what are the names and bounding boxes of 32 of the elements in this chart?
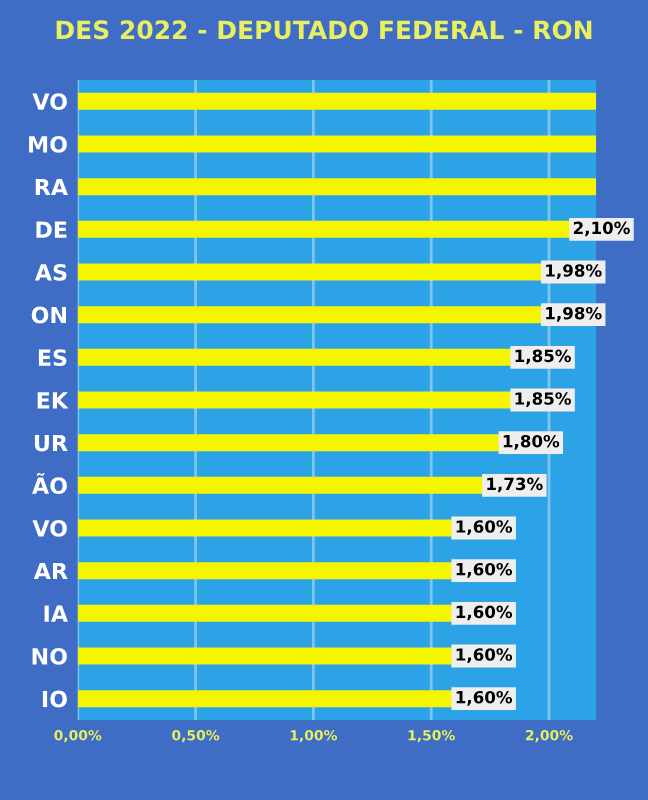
- data-label: 1,85%: [515, 349, 571, 365]
- data-label: 1,85%: [515, 392, 571, 407]
- y-tick-label: IO: [42, 690, 67, 708]
- y-tick-label: DE: [36, 221, 67, 238]
- y-tick-label: ÃO: [32, 472, 67, 495]
- y-tick-label: MO: [29, 135, 67, 153]
- chart-title: DES 2022 - DEPUTADO FEDERAL - RON: [56, 20, 592, 40]
- bar: [77, 135, 597, 153]
- y-tick-label: NO: [32, 647, 67, 665]
- y-tick-label: AR: [33, 562, 68, 580]
- y-tick-label: RA: [35, 178, 68, 196]
- data-label: 1,60%: [456, 605, 513, 621]
- data-label: 1,98%: [546, 306, 602, 322]
- data-label: 1,73%: [487, 477, 543, 493]
- bar: [77, 178, 597, 196]
- data-label: 1,60%: [456, 520, 513, 535]
- y-tick-label: VO: [32, 519, 67, 537]
- data-label: 1,98%: [546, 264, 602, 279]
- bar: [77, 92, 597, 110]
- data-label: 1,80%: [503, 434, 560, 450]
- bar: [77, 220, 573, 238]
- data-label: 1,60%: [456, 690, 513, 706]
- y-tick-label: VO: [32, 93, 67, 111]
- data-label: 1,60%: [456, 648, 513, 663]
- y-tick-label: UR: [34, 434, 68, 452]
- data-label: 2,10%: [573, 221, 630, 237]
- data-label: 1,60%: [456, 562, 513, 578]
- y-tick-label: ON: [31, 306, 66, 324]
- y-tick-label: AS: [34, 263, 67, 281]
- y-tick-label: EK: [37, 392, 69, 409]
- y-tick-label: ES: [38, 349, 67, 367]
- y-tick-label: IA: [44, 605, 68, 622]
